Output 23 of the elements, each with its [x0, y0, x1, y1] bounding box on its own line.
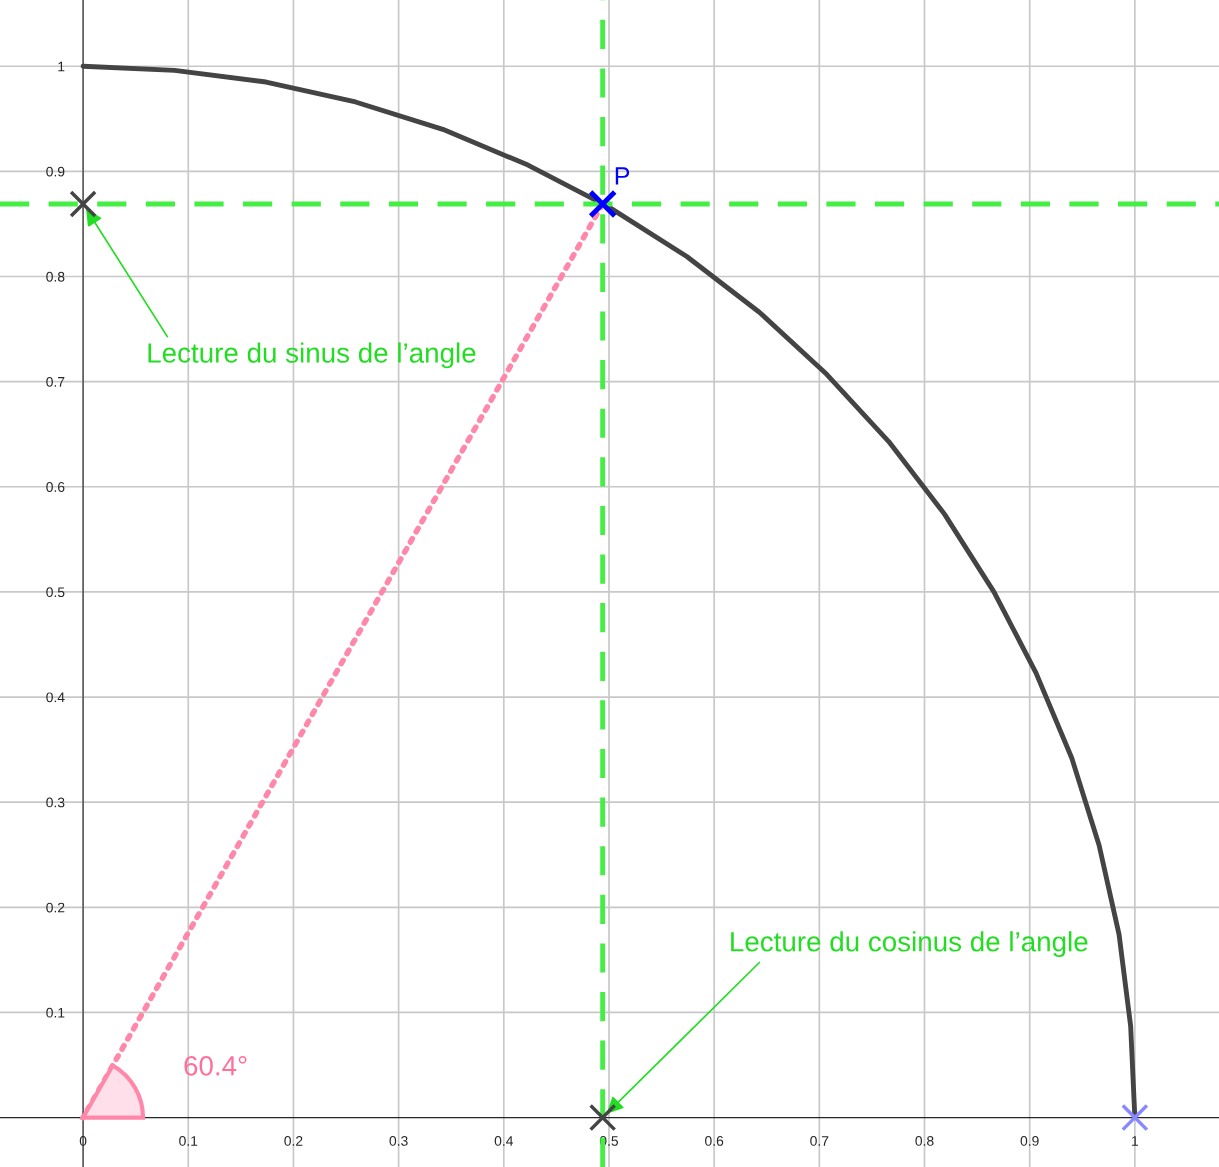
y-tick-label: 0.5 [46, 587, 65, 598]
y-tick-label: 0.6 [46, 482, 65, 492]
x-tick-label: 0.1 [179, 1136, 198, 1146]
y-tick-label: 0.4 [46, 692, 65, 703]
x-tick-label: 1 [1132, 1136, 1139, 1146]
x-tick-label: 0.4 [494, 1136, 514, 1146]
annotation: Lecture du sinus de l’angle [148, 342, 476, 369]
y-tick-label: 0.1 [46, 1007, 65, 1018]
series-label: P [615, 167, 630, 185]
y-tick-label: 0.3 [46, 797, 65, 808]
y-tick-label: 0.2 [46, 902, 65, 913]
x-tick-label: 0.8 [915, 1136, 934, 1146]
y-tick-label: 1 [58, 61, 65, 72]
y-tick-label: 0.9 [46, 166, 65, 177]
y-tick-label: 0.8 [46, 271, 65, 282]
x-tick-label: 0.7 [810, 1136, 829, 1146]
annotation: 60.4° [184, 1055, 247, 1076]
x-tick-label: 0.6 [705, 1136, 724, 1146]
x-tick-label: 0.3 [389, 1136, 408, 1146]
y-tick-label: 0.7 [46, 376, 65, 387]
x-tick-label: 0.9 [1020, 1136, 1039, 1146]
annotation: Lecture du cosinus de l’angle [731, 931, 1088, 958]
x-tick-label: 0.2 [284, 1136, 303, 1146]
